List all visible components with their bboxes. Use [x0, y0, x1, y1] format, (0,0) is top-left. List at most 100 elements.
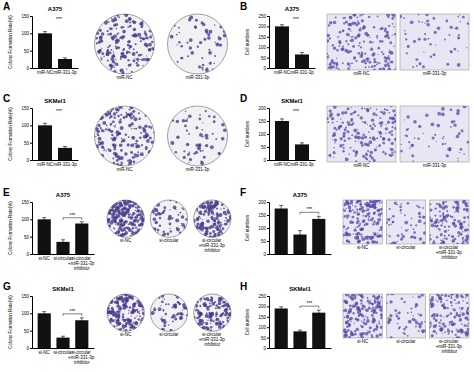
colony	[122, 71, 125, 74]
y-tick-mark	[267, 47, 269, 48]
y-tick-label: 100	[258, 226, 266, 231]
cell	[449, 147, 452, 150]
cell	[389, 154, 392, 157]
colony	[117, 155, 121, 159]
colony	[132, 205, 134, 207]
colony	[202, 129, 204, 131]
panel-letter: F	[240, 187, 246, 198]
y-tick-label: 100	[258, 132, 266, 137]
error-cap	[280, 118, 284, 119]
cell	[368, 220, 370, 222]
colony	[216, 212, 219, 215]
cell	[377, 235, 379, 237]
panel-letter: D	[240, 93, 247, 104]
field	[327, 14, 396, 70]
cell	[392, 109, 395, 112]
cells	[430, 200, 469, 244]
y-tick-mark	[267, 108, 269, 109]
cell	[362, 209, 364, 211]
cell	[460, 148, 463, 151]
cell	[391, 17, 394, 20]
cell	[430, 55, 433, 58]
colonies	[106, 199, 145, 237]
colony	[140, 210, 143, 213]
error-bar	[42, 312, 46, 315]
cell	[368, 61, 371, 64]
cell	[352, 209, 354, 211]
colony	[214, 41, 215, 42]
cell	[430, 234, 431, 236]
cell	[377, 232, 378, 233]
colony	[138, 118, 141, 121]
error-line	[282, 25, 283, 28]
cell	[362, 121, 363, 122]
colony	[122, 138, 126, 142]
cell	[443, 136, 444, 137]
y-tick: 150	[21, 14, 32, 19]
cell	[372, 217, 373, 218]
image-label: miR-331-3p	[423, 163, 447, 168]
cell	[335, 66, 337, 68]
cell	[338, 68, 340, 70]
cell	[459, 226, 463, 230]
cell	[439, 215, 441, 217]
colony	[207, 212, 208, 213]
y-tick-label: 0	[263, 66, 266, 71]
cell	[327, 39, 329, 42]
colony	[208, 115, 210, 117]
cell	[376, 137, 378, 139]
cell	[377, 16, 379, 18]
colony	[144, 115, 146, 117]
cell	[356, 150, 359, 153]
cell	[414, 237, 416, 239]
colony	[201, 57, 203, 59]
cell	[373, 233, 376, 236]
colony	[114, 223, 115, 224]
colony	[108, 21, 110, 23]
cell	[463, 216, 466, 219]
error-cap	[63, 57, 67, 58]
cell	[338, 40, 341, 43]
cell	[343, 209, 346, 212]
bar	[38, 125, 52, 160]
plot-area	[38, 218, 89, 254]
image-label: miR-331-3p	[186, 75, 210, 80]
colony	[213, 62, 215, 64]
y-tick-label: 100	[21, 123, 29, 128]
y-tick-label: 0	[263, 252, 266, 257]
colony	[135, 206, 137, 208]
cell	[347, 43, 349, 45]
cell	[354, 22, 356, 24]
colony	[130, 143, 134, 147]
cell	[368, 160, 370, 162]
cell	[437, 124, 441, 128]
bar	[58, 59, 72, 68]
cell	[437, 112, 441, 116]
colony	[214, 223, 216, 225]
error-bar	[280, 25, 284, 28]
y-tick: 250	[258, 14, 269, 19]
colony	[153, 218, 156, 221]
colony	[105, 128, 107, 130]
cell	[416, 65, 418, 67]
field	[343, 200, 382, 244]
colony	[109, 129, 111, 131]
cell	[350, 113, 353, 116]
error-bar	[43, 32, 47, 35]
colony	[143, 128, 146, 131]
cell	[356, 236, 359, 239]
colony	[107, 59, 109, 61]
x-tick-label: si-circular +miR-331-3p inhibitor	[68, 350, 95, 365]
colony	[204, 134, 208, 138]
cell	[378, 209, 380, 211]
cell	[364, 209, 366, 211]
y-tick-mark	[30, 68, 32, 69]
colony	[114, 146, 116, 148]
cell	[384, 153, 387, 156]
colony	[204, 211, 205, 212]
cell	[357, 129, 358, 130]
cell	[422, 207, 424, 209]
cell	[441, 107, 445, 111]
y-tick-mark	[267, 241, 269, 242]
y-axis: 050100150	[21, 294, 32, 351]
